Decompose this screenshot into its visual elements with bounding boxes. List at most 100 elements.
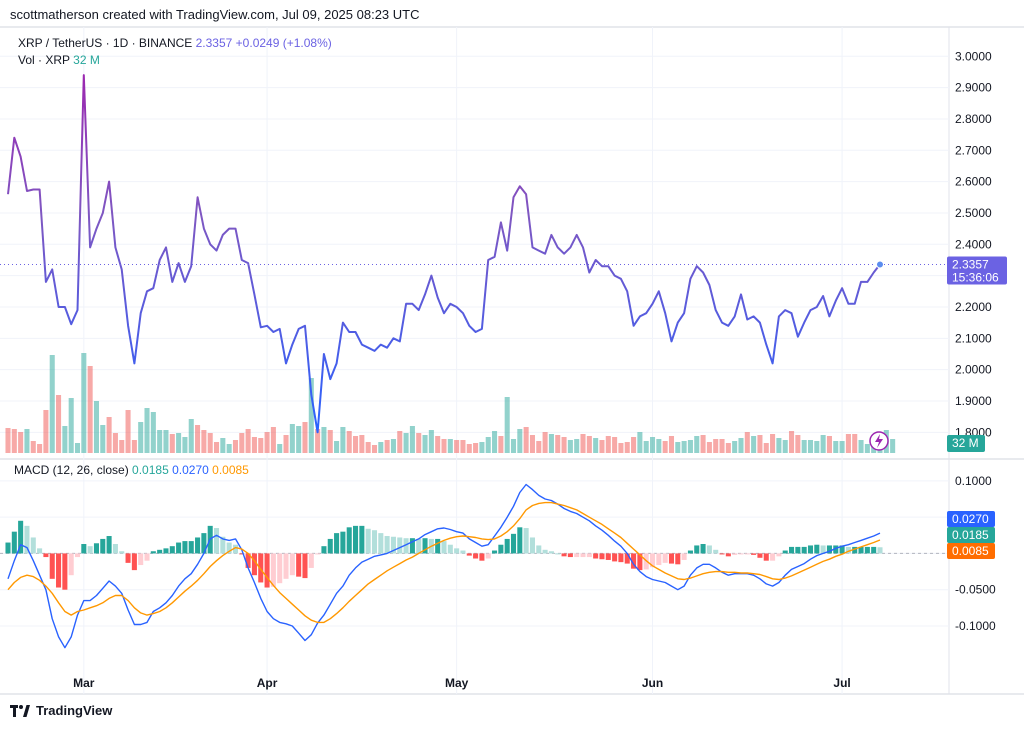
x-tick-jun: Jun xyxy=(642,676,663,690)
macd-legend: MACD (12, 26, close) 0.0185 0.0270 0.008… xyxy=(14,463,249,477)
macd-histogram-bar xyxy=(106,536,112,554)
price-series xyxy=(0,74,949,451)
volume-bar xyxy=(30,441,36,453)
macd-histogram-bar xyxy=(100,538,106,554)
volume-bar xyxy=(371,445,378,453)
volume-bar xyxy=(801,440,807,453)
volume-legend: Vol · XRP 32 M xyxy=(18,53,100,67)
macd-histogram-bar xyxy=(308,553,314,568)
volume-bar xyxy=(100,425,106,453)
volume-bar xyxy=(150,412,156,453)
tradingview-brand: TradingView xyxy=(36,703,113,718)
macd-histogram-bar xyxy=(195,537,201,554)
volume-bar xyxy=(845,434,851,453)
volume-bar xyxy=(56,395,62,453)
macd-histogram-bar xyxy=(435,538,441,554)
macd-histogram-bar xyxy=(510,533,517,554)
macd-histogram-bar xyxy=(327,538,333,554)
volume-bar xyxy=(637,432,643,453)
volume-bar xyxy=(289,424,295,453)
macd-histogram-bar xyxy=(719,553,725,555)
macd-histogram-bar xyxy=(182,541,188,554)
macd-histogram-bar xyxy=(668,553,675,564)
macd-histogram-bar xyxy=(112,544,118,554)
tradingview-footer[interactable]: TradingView xyxy=(10,703,112,718)
macd-histogram-bar xyxy=(542,549,548,554)
volume-bar xyxy=(195,425,201,453)
macd-histogram-bar xyxy=(74,553,81,558)
volume-bar xyxy=(144,408,150,453)
macd-histogram-bar xyxy=(289,553,295,576)
volume-tag-text: 32 M xyxy=(952,436,979,450)
macd-histogram-bar xyxy=(277,553,283,584)
price-tag-bg xyxy=(947,256,1007,285)
macd-histogram-bar xyxy=(662,553,668,563)
volume-label[interactable]: Vol · XRP xyxy=(18,53,70,67)
volume-bar xyxy=(428,430,434,453)
x-tick-may: May xyxy=(445,676,469,690)
macd-histogram-bar xyxy=(49,553,55,579)
macd-histogram-bar xyxy=(801,546,807,554)
volume-bar xyxy=(397,431,403,453)
macd-histogram-bar xyxy=(858,546,864,554)
macd-histogram-bar xyxy=(138,553,144,566)
volume-bar xyxy=(138,422,144,453)
macd-histogram-bar xyxy=(555,553,561,555)
volume-bar xyxy=(706,442,712,453)
macd-histogram-bar xyxy=(169,546,175,554)
last-price-dot xyxy=(876,260,884,269)
macd-histogram-bar xyxy=(454,548,460,554)
volume-bar xyxy=(517,429,523,453)
macd-histogram-bar xyxy=(523,528,529,554)
volume-bar xyxy=(43,410,49,453)
macd-histogram-bar xyxy=(346,527,352,554)
volume-bar xyxy=(662,441,668,453)
macd-histogram-bar xyxy=(820,545,826,554)
volume-bar xyxy=(624,442,630,453)
lightning-icon-bolt xyxy=(875,434,883,448)
macd-histogram-bar xyxy=(447,544,453,554)
price-tick: 2.1000 xyxy=(955,331,992,345)
symbol-label[interactable]: XRP / TetherUS · 1D · BINANCE xyxy=(18,36,193,50)
macd-histogram-bar xyxy=(251,553,257,576)
volume-bar xyxy=(201,430,207,453)
macd-histogram-bar xyxy=(365,528,371,554)
volume-bar xyxy=(119,440,125,453)
macd-histogram-bar xyxy=(574,553,580,558)
volume-bar xyxy=(593,438,599,453)
volume-bar xyxy=(605,436,611,453)
macd-histogram-bar xyxy=(599,553,605,560)
volume-bar xyxy=(74,443,81,453)
macd-histogram-bar xyxy=(390,536,396,554)
macd-histogram-bar xyxy=(409,538,415,554)
macd-histogram-bar xyxy=(5,542,11,554)
macd-histogram-value: 0.0185 xyxy=(132,463,169,477)
macd-histogram-bar xyxy=(315,553,321,555)
price-tick: 2.5000 xyxy=(955,206,992,220)
volume-bar xyxy=(833,441,839,453)
volume-bar xyxy=(5,428,11,453)
signal-line xyxy=(7,501,881,624)
volume-value: 32 M xyxy=(73,53,100,67)
macd-histogram-bar xyxy=(789,546,795,554)
macd-hist-tag-bg xyxy=(947,527,995,543)
volume-bar xyxy=(258,438,264,453)
x-tick-jul: Jul xyxy=(833,676,850,690)
macd-histogram-bar xyxy=(93,543,99,554)
macd-histogram-bar xyxy=(713,549,719,554)
created-text: created with TradingView.com, Jul 09, 20… xyxy=(102,7,420,22)
macd-signal-value: 0.0085 xyxy=(212,463,249,477)
volume-bar xyxy=(732,441,738,453)
macd-label[interactable]: MACD (12, 26, close) xyxy=(14,463,129,477)
macd-histogram-bar xyxy=(833,545,839,554)
macd-histogram-bar xyxy=(441,541,447,554)
price-tick: 2.4000 xyxy=(955,237,992,251)
macd-histogram-bar xyxy=(302,553,308,579)
volume-bar xyxy=(213,442,220,453)
macd-line-tag: 0.0270 xyxy=(947,511,995,527)
macd-histogram-bar xyxy=(738,553,744,555)
volume-bar xyxy=(839,441,845,453)
volume-bar xyxy=(498,436,504,453)
